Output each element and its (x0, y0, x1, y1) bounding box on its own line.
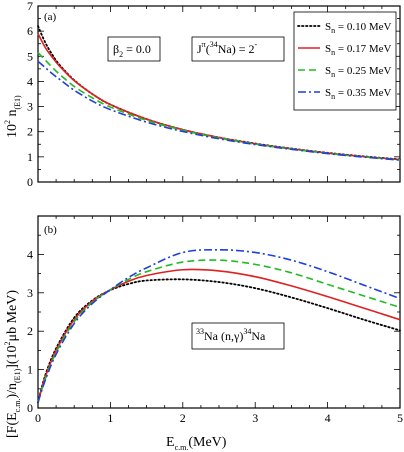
reaction-annotation: 33Na (n,γ)34Na (196, 327, 266, 343)
panel-b-series-3 (37, 259, 401, 403)
panel-b-frame (37, 215, 401, 409)
panel-b-series-4 (37, 248, 401, 403)
panel-a-series-4 (37, 60, 401, 161)
x-tick-label: 0 (35, 411, 41, 425)
panel-b-ylabel: [F(Ec.m.)/n(E1)](102μb MeV) (3, 290, 22, 438)
y-tick-label: 4 (27, 74, 33, 88)
panel-a-ylabel: 102 n(E1) (3, 95, 22, 138)
legend-label-3: Sn = 0.25 MeV (325, 65, 391, 79)
legend: Sn = 0.10 MeV Sn = 0.17 MeV Sn = 0.25 MeV S… (293, 11, 397, 111)
x-tick-label: 1 (107, 411, 113, 425)
panel-a-tag: (a) (44, 11, 57, 23)
x-tick-label: 3 (252, 411, 258, 425)
legend-label-1: Sn = 0.10 MeV (325, 21, 391, 35)
y-tick-label: 3 (27, 286, 33, 300)
x-tick-label: 2 (180, 411, 186, 425)
beta-annotation: β2 = 0.0 (113, 42, 151, 59)
x-axis-label: Ec.m.(MeV) (166, 435, 227, 452)
y-tick-label: 2 (27, 324, 33, 338)
y-tick-label: 6 (27, 24, 33, 38)
beta-box (107, 36, 161, 62)
panel-b: 0 1 2 3 4 5 0 1 2 3 4 (b) [F(Ec.m.)/n(E1)](102μb M… (3, 215, 403, 452)
reaction-box (191, 322, 285, 350)
y-tick-label: 5 (27, 49, 33, 63)
y-tick-label: 2 (27, 125, 33, 139)
panel-b-series-1 (37, 278, 401, 404)
spin-annotation: Jπ(34Na) = 2- (197, 40, 257, 56)
y-tick-label: 3 (27, 100, 33, 114)
x-tick-label: 4 (325, 411, 331, 425)
legend-box (293, 11, 397, 111)
panel-a-curves (37, 25, 401, 161)
legend-label-2: Sn = 0.17 MeV (325, 43, 391, 57)
panel-b-series-2 (37, 268, 401, 403)
panel-a-ticks: 0 1 2 3 4 5 6 7 (27, 0, 401, 189)
panel-b-curves (37, 248, 401, 404)
y-tick-label: 0 (27, 401, 33, 415)
y-tick-label: 1 (27, 150, 33, 164)
y-tick-label: 0 (27, 175, 33, 189)
legend-label-4: Sn = 0.35 MeV (325, 87, 391, 101)
panel-b-ticks: 0 1 2 3 4 5 0 1 2 3 4 (27, 215, 403, 425)
panel-a: 0 1 2 3 4 5 6 7 (a) 102 n(E1) β2 = 0.0 Jπ(34Na)… (3, 0, 401, 189)
y-tick-label: 4 (27, 247, 33, 261)
panel-b-tag: (b) (44, 224, 57, 236)
x-tick-label: 5 (397, 411, 403, 425)
legend-items: Sn = 0.10 MeV Sn = 0.17 MeV Sn = 0.25 MeV S… (297, 21, 391, 101)
spin-box (191, 36, 285, 62)
y-tick-label: 7 (27, 0, 33, 13)
y-tick-label: 1 (27, 363, 33, 377)
